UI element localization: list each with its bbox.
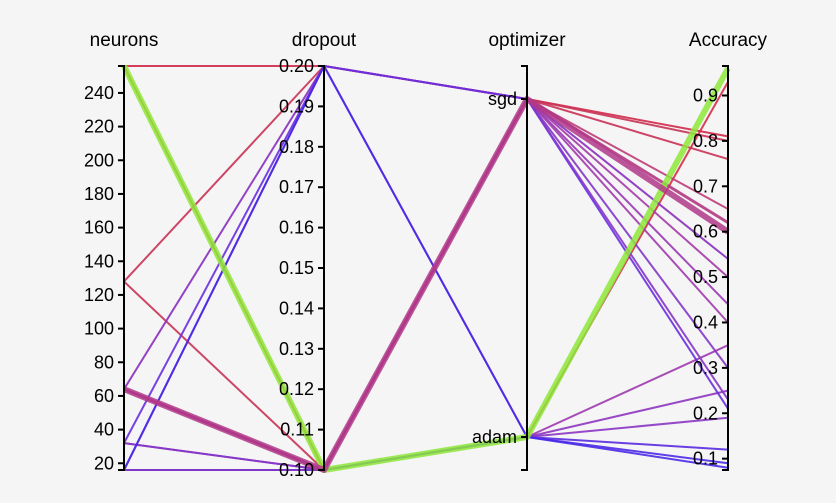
tick-label-neurons-2: 60 bbox=[94, 386, 114, 406]
axis-line-optimizer bbox=[521, 65, 528, 471]
axis-optimizer: optimizer adam sgd bbox=[472, 30, 566, 471]
tick-label-neurons-0: 20 bbox=[94, 453, 114, 473]
tick-label-neurons-8: 180 bbox=[84, 184, 114, 204]
trial-lines bbox=[121, 64, 731, 473]
axis-neurons: neurons 20 40 60 80 100 120 140 160 180 200 220 240 bbox=[84, 30, 158, 473]
axis-title-neurons: neurons bbox=[90, 30, 159, 51]
tick-label-optimizer-0: adam bbox=[472, 427, 517, 447]
tick-label-neurons-4: 100 bbox=[84, 319, 114, 339]
axis-dropout: dropout 0.10 0.11 0.12 0.13 0.14 0.15 0.16 0.17 0… bbox=[279, 30, 357, 480]
tick-label-neurons-3: 80 bbox=[94, 352, 114, 372]
tick-label-accuracy-5: 0.6 bbox=[693, 222, 718, 242]
trial-line-1 bbox=[121, 64, 731, 473]
tick-label-accuracy-6: 0.7 bbox=[693, 176, 718, 196]
tick-label-accuracy-8: 0.9 bbox=[693, 86, 718, 106]
tick-label-dropout-8: 0.18 bbox=[279, 137, 314, 157]
axis-title-accuracy: Accuracy bbox=[689, 30, 768, 51]
axis-accuracy: Accuracy 0.1 0.2 0.3 0.4 0.5 0.6 0.7 0.8 0.9 bbox=[689, 30, 768, 471]
tick-label-dropout-4: 0.14 bbox=[279, 298, 314, 318]
tick-label-dropout-5: 0.15 bbox=[279, 258, 314, 278]
tick-label-accuracy-4: 0.5 bbox=[693, 267, 718, 287]
tick-label-accuracy-3: 0.4 bbox=[693, 312, 718, 332]
trial-line-14 bbox=[123, 388, 729, 471]
tick-label-accuracy-1: 0.2 bbox=[693, 403, 718, 423]
tick-label-neurons-11: 240 bbox=[84, 83, 114, 103]
tick-label-neurons-1: 40 bbox=[94, 420, 114, 440]
tick-label-dropout-7: 0.17 bbox=[279, 177, 314, 197]
tick-label-dropout-10: 0.20 bbox=[279, 56, 314, 76]
tick-label-neurons-7: 160 bbox=[84, 218, 114, 238]
trial-line-6 bbox=[122, 96, 730, 473]
trial-line-9 bbox=[123, 65, 729, 390]
axes: neurons 20 40 60 80 100 120 140 160 180 200 220 240 d… bbox=[84, 30, 768, 480]
tick-label-dropout-0: 0.10 bbox=[279, 460, 314, 480]
tick-label-optimizer-1: sgd bbox=[488, 89, 517, 109]
tick-label-neurons-5: 120 bbox=[84, 285, 114, 305]
axis-title-dropout: dropout bbox=[292, 30, 357, 51]
tick-label-accuracy-2: 0.3 bbox=[693, 358, 718, 378]
tick-label-neurons-6: 140 bbox=[84, 251, 114, 271]
tick-label-neurons-10: 220 bbox=[84, 117, 114, 137]
axis-title-optimizer: optimizer bbox=[488, 30, 566, 51]
tick-label-dropout-6: 0.16 bbox=[279, 218, 314, 238]
axis-line-neurons bbox=[118, 65, 125, 471]
tick-label-dropout-9: 0.19 bbox=[279, 96, 314, 116]
tick-label-neurons-9: 200 bbox=[84, 150, 114, 170]
tick-label-accuracy-0: 0.1 bbox=[693, 449, 718, 469]
trial-line-2 bbox=[124, 65, 729, 138]
tick-label-dropout-3: 0.13 bbox=[279, 339, 314, 359]
tick-label-accuracy-7: 0.8 bbox=[693, 131, 718, 151]
tick-label-dropout-1: 0.11 bbox=[280, 420, 314, 440]
tick-label-dropout-2: 0.12 bbox=[279, 379, 314, 399]
axis-line-accuracy bbox=[722, 65, 729, 471]
